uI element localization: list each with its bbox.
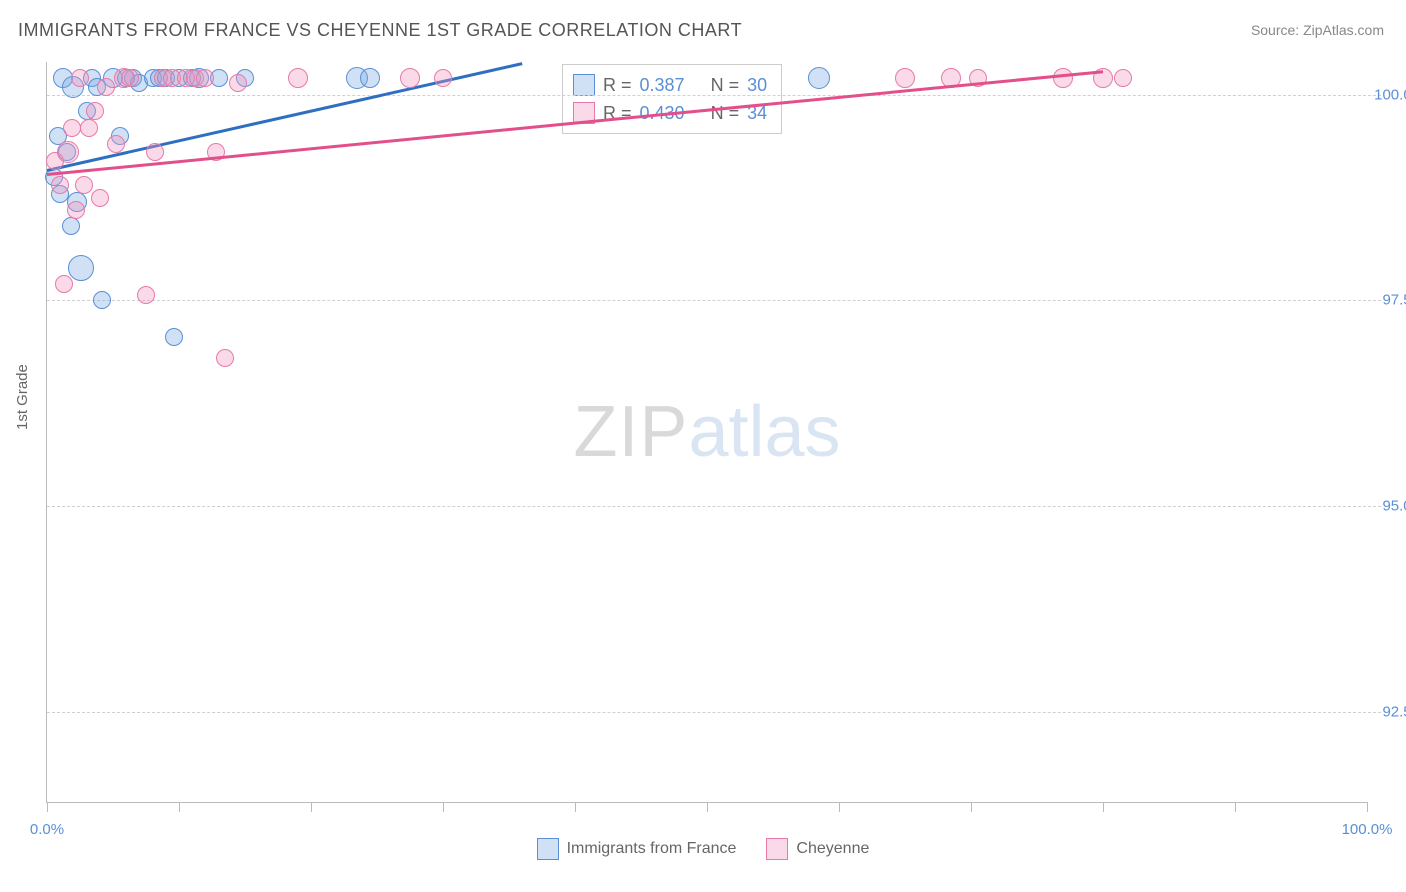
- data-point: [216, 349, 234, 367]
- data-point: [229, 74, 247, 92]
- x-tick: [1367, 802, 1368, 812]
- data-point: [97, 78, 115, 96]
- x-tick: [575, 802, 576, 812]
- data-point: [55, 275, 73, 293]
- x-tick: [839, 802, 840, 812]
- data-point: [71, 69, 89, 87]
- gridline: [47, 95, 1381, 96]
- data-point: [86, 102, 104, 120]
- legend-n-label: N =: [711, 99, 740, 127]
- x-tick: [311, 802, 312, 812]
- data-point: [107, 135, 125, 153]
- legend-r-label: R =: [603, 99, 632, 127]
- data-point: [165, 328, 183, 346]
- data-point: [434, 69, 452, 87]
- plot-area: ZIPatlas R =0.387N =30R =0.430N =34 100.…: [46, 62, 1367, 803]
- data-point: [1114, 69, 1132, 87]
- data-point: [75, 176, 93, 194]
- data-point: [57, 141, 79, 163]
- data-point: [196, 69, 214, 87]
- watermark: ZIPatlas: [573, 391, 840, 473]
- x-tick: [1235, 802, 1236, 812]
- x-tick: [1103, 802, 1104, 812]
- series-legend: Immigrants from France Cheyenne: [0, 838, 1406, 860]
- x-tick-label: 100.0%: [1342, 821, 1393, 838]
- data-point: [146, 143, 164, 161]
- legend-item: Immigrants from France: [537, 838, 737, 860]
- y-tick-label: 92.5%: [1382, 703, 1406, 720]
- data-point: [91, 189, 109, 207]
- data-point: [62, 217, 80, 235]
- y-tick-label: 97.5%: [1382, 292, 1406, 309]
- data-point: [63, 119, 81, 137]
- chart-title: IMMIGRANTS FROM FRANCE VS CHEYENNE 1ST G…: [18, 20, 742, 41]
- x-tick: [443, 802, 444, 812]
- x-tick-label: 0.0%: [30, 821, 64, 838]
- legend-swatch: [573, 74, 595, 96]
- data-point: [80, 119, 98, 137]
- gridline: [47, 300, 1381, 301]
- data-point: [68, 255, 94, 281]
- data-point: [360, 68, 380, 88]
- watermark-part1: ZIP: [573, 392, 688, 472]
- data-point: [400, 68, 420, 88]
- data-point: [51, 176, 69, 194]
- legend-label: Cheyenne: [796, 840, 869, 858]
- correlation-legend: R =0.387N =30R =0.430N =34: [562, 64, 782, 134]
- legend-label: Immigrants from France: [567, 840, 737, 858]
- data-point: [288, 68, 308, 88]
- watermark-part2: atlas: [688, 392, 840, 472]
- data-point: [1053, 68, 1073, 88]
- legend-item: Cheyenne: [766, 838, 869, 860]
- legend-swatch: [537, 838, 559, 860]
- data-point: [67, 201, 85, 219]
- data-point: [808, 67, 830, 89]
- gridline: [47, 506, 1381, 507]
- x-tick: [47, 802, 48, 812]
- gridline: [47, 712, 1381, 713]
- legend-swatch: [766, 838, 788, 860]
- y-axis-label: 1st Grade: [14, 364, 31, 430]
- x-tick: [707, 802, 708, 812]
- data-point: [895, 68, 915, 88]
- y-tick-label: 100.0%: [1374, 86, 1406, 103]
- x-tick: [179, 802, 180, 812]
- data-point: [93, 291, 111, 309]
- source-attribution: Source: ZipAtlas.com: [1251, 22, 1384, 38]
- y-tick-label: 95.0%: [1382, 498, 1406, 515]
- x-tick: [971, 802, 972, 812]
- data-point: [121, 69, 139, 87]
- data-point: [137, 286, 155, 304]
